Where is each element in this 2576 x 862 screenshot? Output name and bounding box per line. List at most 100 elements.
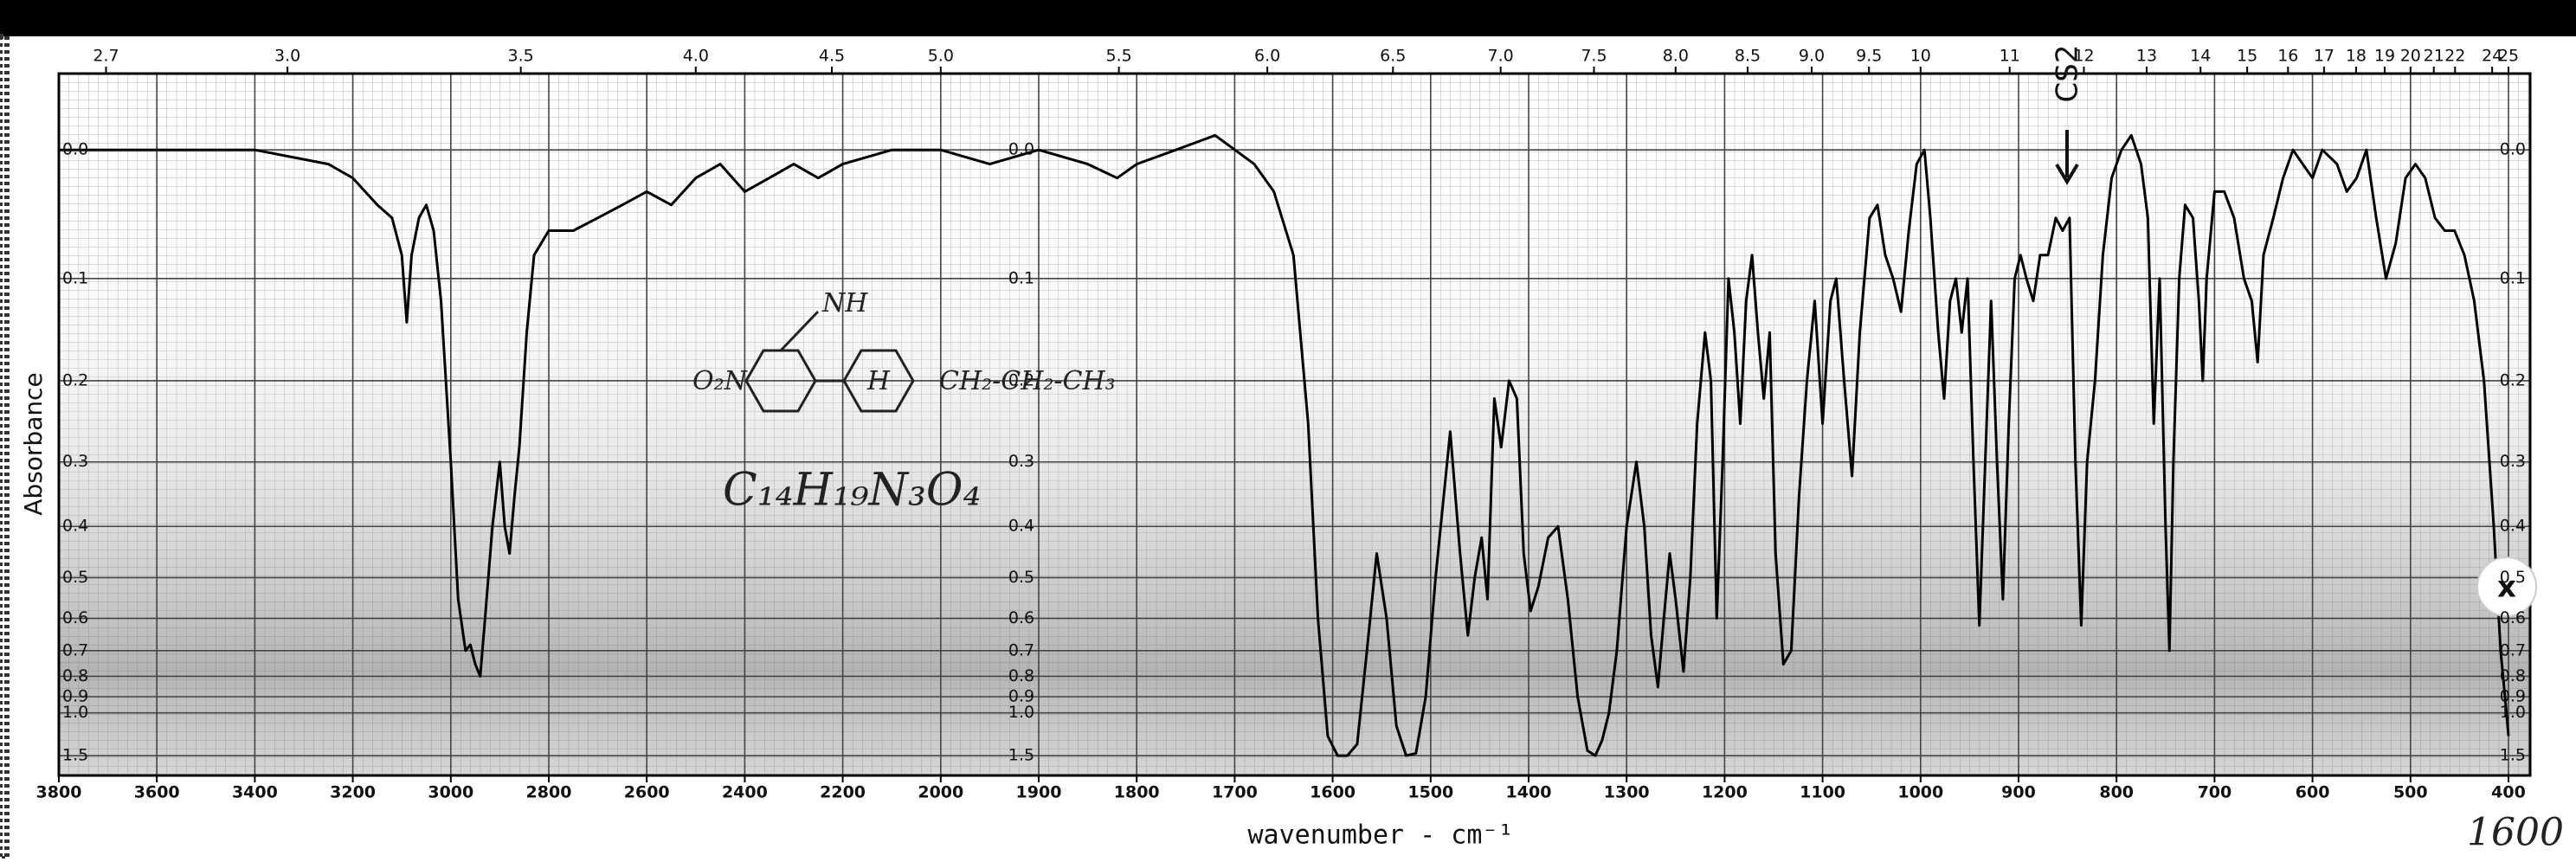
x2-tick-label: 24 [2482, 47, 2502, 66]
y-tick-label: 0.7 [1008, 640, 1034, 659]
plot-area [58, 74, 2530, 775]
x-tick-label: 1600 [1310, 783, 1356, 802]
structure-label: CH₂-CH₂-CH₃ [939, 366, 1116, 396]
x-tick-label: 1800 [1114, 783, 1160, 802]
x2-tick-label: 3.5 [508, 47, 534, 66]
close-circle[interactable] [2476, 556, 2537, 617]
x-axis-label: wavenumber - cm⁻¹ [1247, 820, 1513, 851]
y-tick-label: 0.2 [2500, 370, 2526, 389]
y-tick-label: 1.0 [2500, 703, 2526, 722]
top-bar [0, 0, 2576, 36]
x-tick-label: 600 [2296, 783, 2330, 802]
x2-tick-label: 6.5 [1380, 47, 1406, 66]
x2-tick-label: 25 [2498, 47, 2519, 66]
y-tick-label: 0.9 [1008, 687, 1034, 706]
x-tick-label: 500 [2393, 783, 2428, 802]
x2-tick-label: 9.0 [1799, 47, 1825, 66]
y-tick-label: 0.4 [2500, 517, 2526, 536]
x-tick-label: 1000 [1897, 783, 1943, 802]
structure-label: O₂N [692, 366, 749, 396]
y-tick-label: 0.5 [1008, 568, 1034, 587]
x-tick-label: 1100 [1800, 783, 1845, 802]
x2-tick-label: 10 [1910, 47, 1931, 66]
solvent-arrow [2055, 130, 2079, 185]
x-tick-label: 1300 [1604, 783, 1650, 802]
y-tick-label: 0.8 [1008, 666, 1034, 685]
structure [744, 310, 915, 413]
x-tick-label: 2600 [624, 783, 670, 802]
x-tick-label: 2800 [526, 783, 572, 802]
y-tick-label: 1.5 [62, 746, 88, 765]
y-tick-label: 0.1 [1008, 268, 1034, 287]
x-tick-label: 1400 [1506, 783, 1552, 802]
x-tick-label: 3400 [232, 783, 278, 802]
ring-left [744, 349, 817, 413]
x-tick-label: 2400 [722, 783, 768, 802]
x-tick-label: 1900 [1016, 783, 1062, 802]
bond [779, 310, 820, 352]
x2-tick-label: 20 [2400, 47, 2421, 66]
formula: C₁₄H₁₉N₃O₄ [723, 465, 981, 517]
x2-tick-label: 9.5 [1856, 47, 1882, 66]
y-tick-label: 0.3 [2500, 452, 2526, 471]
x2-tick-label: 2.7 [93, 47, 119, 66]
x-tick-label: 1500 [1407, 783, 1453, 802]
y-tick-label: 0.7 [62, 640, 88, 659]
close-button[interactable]: x [2476, 556, 2537, 617]
structure-label: H [866, 366, 891, 396]
y-axis-label: Absorbance [19, 372, 48, 515]
y-tick-label: 0.4 [62, 517, 88, 536]
x-tick-label: 3600 [134, 783, 180, 802]
y-tick-label: 0.3 [1008, 452, 1034, 471]
y-tick-label: 0.6 [62, 608, 88, 627]
x2-tick-label: 6.0 [1254, 47, 1280, 66]
x-tick-label: 2000 [918, 783, 963, 802]
y-tick-label: 0.9 [62, 687, 88, 706]
structure-label: NH [821, 288, 868, 318]
y-tick-label: 0.5 [2500, 568, 2526, 587]
y-tick-label: 0.4 [1008, 517, 1034, 536]
paper-shade [59, 74, 2530, 775]
x2-tick-label: 18 [2346, 47, 2367, 66]
x-tick-label: 3800 [36, 783, 82, 802]
x2-tick-label: 4.0 [683, 47, 709, 66]
y-tick-label: 1.0 [1008, 703, 1034, 722]
x-tick-label: 2200 [820, 783, 866, 802]
x-tick-label: 400 [2491, 783, 2526, 802]
plot-frame [57, 72, 2532, 777]
x-tick-label: 1700 [1212, 783, 1258, 802]
x2-tick-label: 13 [2136, 47, 2157, 66]
y-tick-label: 0.2 [62, 370, 88, 389]
x2-tick-label: 14 [2190, 47, 2211, 66]
x2-tick-label: 8.5 [1735, 47, 1761, 66]
y-tick-label: 0.9 [2500, 687, 2526, 706]
x2-tick-label: 22 [2444, 47, 2465, 66]
x-tick-label: 800 [2099, 783, 2134, 802]
y-tick-label: 0.2 [1008, 370, 1034, 389]
y-tick-label: 0.5 [62, 568, 88, 587]
x2-tick-label: 7.0 [1488, 47, 1514, 66]
y-tick-label: 0.0 [1008, 140, 1034, 159]
x2-tick-label: 5.5 [1106, 47, 1132, 66]
x-tick-label: 3000 [428, 783, 473, 802]
x-tick-label: 700 [2198, 783, 2232, 802]
close-label[interactable]: x [2497, 570, 2516, 605]
y-tick-label: 1.0 [62, 703, 88, 722]
y-tick-label: 0.1 [2500, 268, 2526, 287]
y-tick-label: 0.1 [62, 268, 88, 287]
spectrum-line [59, 133, 2510, 757]
x-tick-label: 3200 [330, 783, 376, 802]
x2-tick-label: 5.0 [928, 47, 954, 66]
y-tick-label: 0.3 [62, 452, 88, 471]
x2-tick-label: 12 [2073, 47, 2094, 66]
x2-tick-label: 11 [2000, 47, 2020, 66]
x2-tick-label: 17 [2314, 47, 2334, 66]
x-tick-label: 1200 [1702, 783, 1748, 802]
y-tick-label: 0.0 [62, 140, 88, 159]
handwritten-note: 1600 [2467, 811, 2564, 855]
edge-strip [0, 34, 10, 861]
x2-tick-label: 8.0 [1663, 47, 1689, 66]
x-tick-label: 900 [2001, 783, 2036, 802]
y-tick-label: 0.0 [2500, 140, 2526, 159]
